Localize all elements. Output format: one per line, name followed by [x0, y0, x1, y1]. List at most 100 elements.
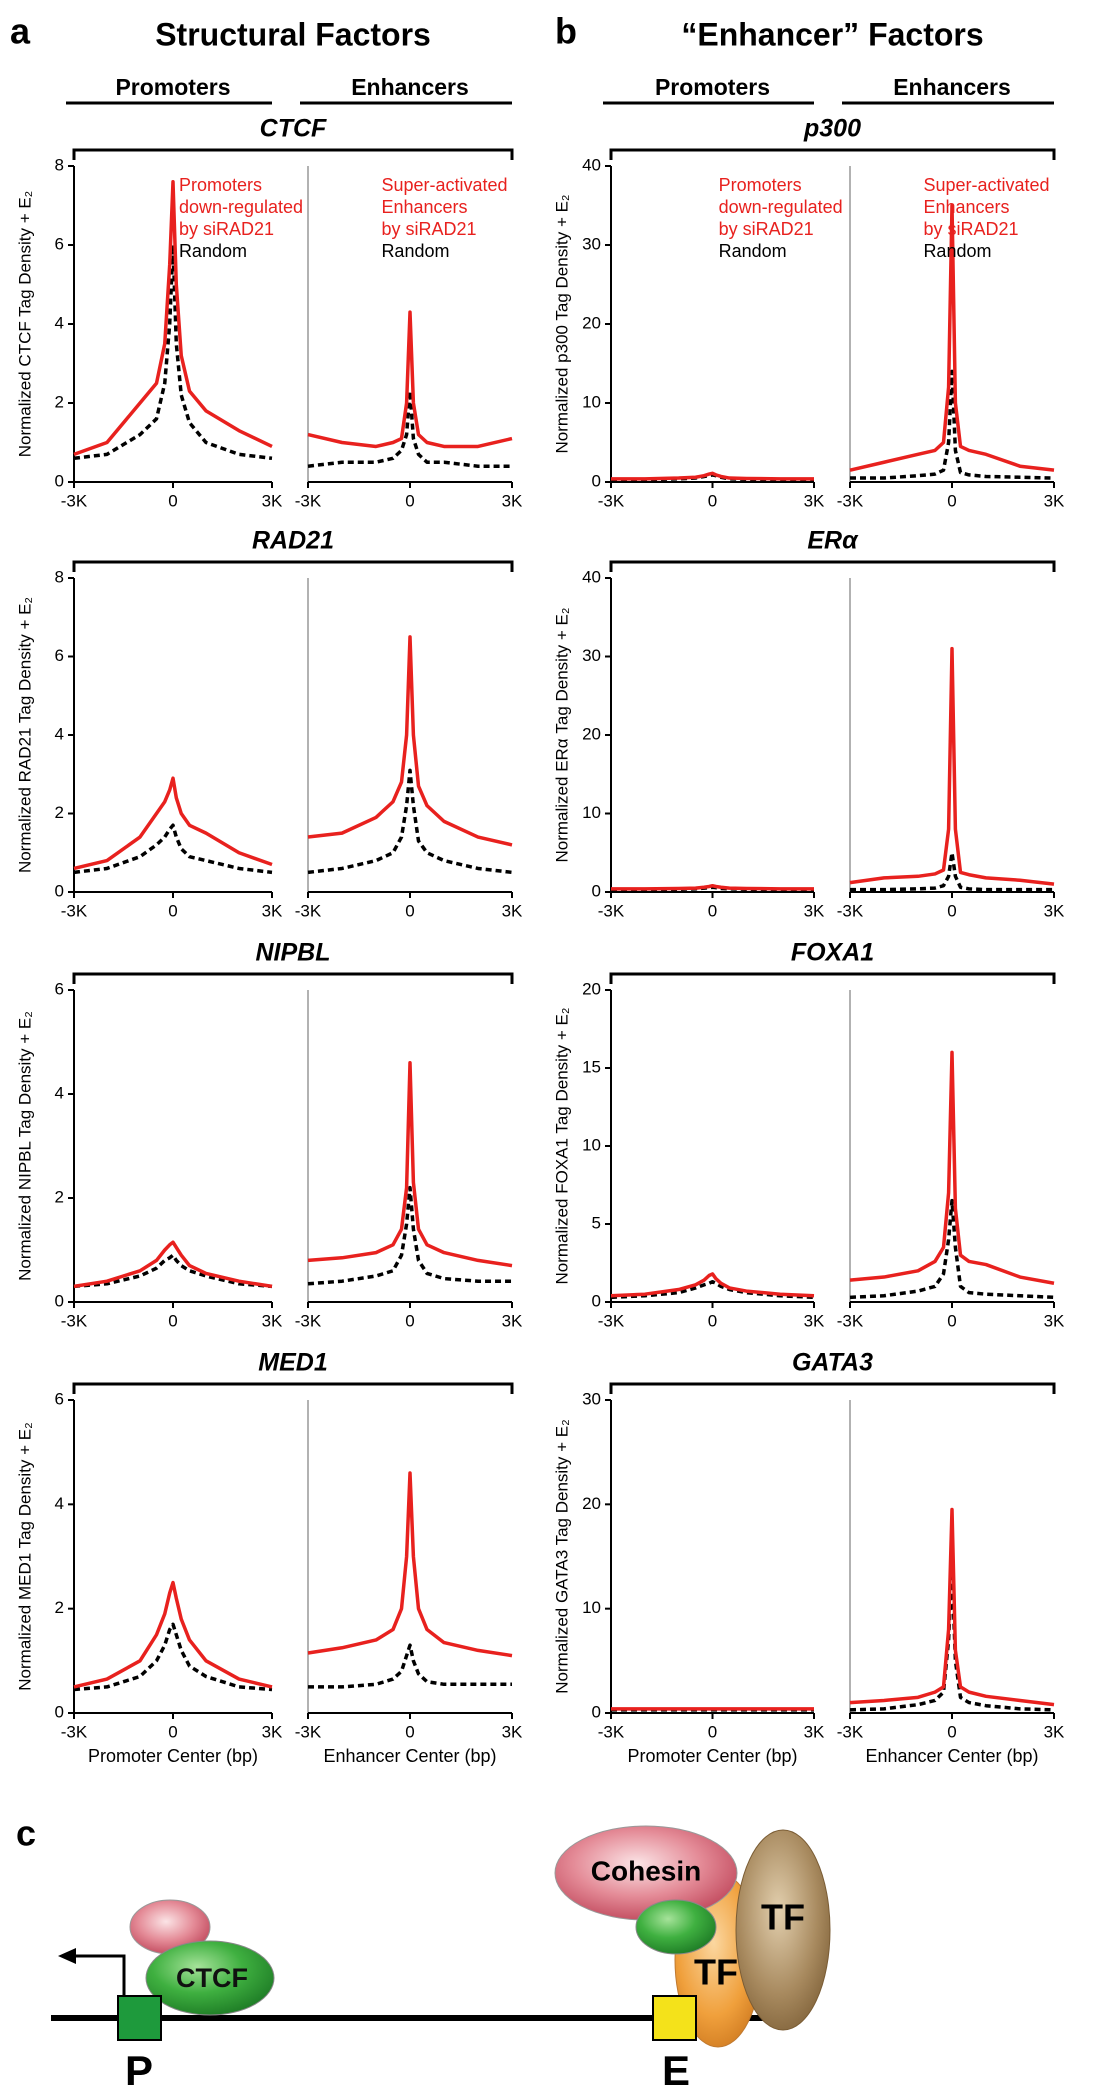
tf-back-label: TF — [761, 1897, 805, 1938]
factor-bracket — [609, 1382, 1056, 1394]
factor-bracket — [609, 560, 1056, 572]
legend-entry: Random — [923, 241, 992, 261]
series-line — [73, 776, 273, 871]
y-axis-label: Normalized p300 Tag Density + E₂ — [552, 194, 571, 453]
y-tick-label: 2 — [55, 1598, 64, 1617]
factor-title: CTCF — [260, 115, 327, 143]
series-line — [849, 203, 1055, 472]
x-tick-label: 3K — [502, 901, 523, 920]
x-tick-label: 3K — [804, 901, 825, 920]
enhancer-label: E — [662, 2047, 690, 2094]
panel-title: “Enhancer” Factors — [681, 16, 983, 52]
x-tick-label: 0 — [405, 1311, 414, 1330]
x-tick-label: 0 — [708, 491, 717, 510]
x-axis-label: Enhancer Center (bp) — [323, 1746, 496, 1766]
y-tick-label: 4 — [55, 1083, 64, 1102]
y-axis-label: Normalized GATA3 Tag Density + E₂ — [552, 1419, 571, 1693]
x-tick-label: 3K — [1044, 901, 1065, 920]
series-line — [73, 1622, 273, 1692]
schematic: c CTCF P TF TF Cohesin E — [16, 1813, 831, 2094]
y-tick-label: 10 — [582, 1598, 601, 1617]
series-line — [307, 1061, 513, 1268]
x-tick-label: 3K — [502, 491, 523, 510]
plot: -3K 0 3K Enhancer Center (bp) — [295, 1400, 523, 1766]
legend-entry: Super-activated Enhancers by siRAD21 — [923, 175, 1050, 239]
x-axis-label: Promoter Center (bp) — [88, 1746, 258, 1766]
y-tick-label: 30 — [582, 646, 601, 665]
y-axis-label: Normalized NIPBL Tag Density + E₂ — [15, 1011, 34, 1281]
x-tick-label: 0 — [708, 1722, 717, 1741]
x-tick-label: 3K — [502, 1311, 523, 1330]
y-tick-label: 8 — [55, 567, 64, 586]
series-line — [73, 823, 273, 875]
ctcf-label: CTCF — [176, 1963, 248, 1993]
column-header: Promoters — [655, 74, 770, 100]
x-tick-label: 3K — [502, 1722, 523, 1741]
y-tick-label: 4 — [55, 1494, 64, 1513]
y-tick-label: 2 — [55, 1187, 64, 1206]
y-tick-label: 0 — [592, 1291, 601, 1310]
y-tick-label: 20 — [582, 313, 601, 332]
legend-entry: Random — [178, 241, 247, 261]
x-tick-label: -3K — [295, 1722, 322, 1741]
y-tick-label: 5 — [592, 1213, 601, 1232]
x-tick-label: -3K — [295, 1311, 322, 1330]
series-line — [611, 883, 814, 891]
panel-letter: a — [10, 11, 31, 52]
x-tick-label: 3K — [262, 1311, 283, 1330]
ctcf-small — [635, 1899, 717, 1955]
y-tick-label: 0 — [592, 1702, 601, 1721]
legend-entry: Promoters down-regulated by siRAD21 — [178, 175, 304, 239]
promoter-label: P — [125, 2047, 153, 2094]
factor-title: FOXA1 — [791, 939, 874, 967]
x-tick-label: -3K — [295, 491, 322, 510]
y-tick-label: 20 — [582, 1494, 601, 1513]
x-tick-label: -3K — [837, 1722, 864, 1741]
factor-bracket — [72, 972, 514, 984]
x-tick-label: -3K — [61, 1722, 88, 1741]
factor-bracket — [609, 972, 1056, 984]
plot: -3K 0 3K Enhancer Center (bp) — [837, 1400, 1065, 1766]
series-line — [307, 389, 512, 468]
x-tick-label: 0 — [405, 1722, 414, 1741]
legend-entry: Random — [381, 241, 450, 261]
tf-front-label: TF — [694, 1952, 738, 1993]
y-tick-label: 6 — [55, 646, 64, 665]
series-line — [849, 1507, 1055, 1707]
x-tick-label: 0 — [168, 491, 177, 510]
y-tick-label: 0 — [592, 881, 601, 900]
column-header: Promoters — [115, 74, 230, 100]
x-tick-label: 3K — [262, 491, 283, 510]
x-tick-label: 3K — [262, 1722, 283, 1741]
plot: -3K 0 3K — [295, 166, 523, 510]
factor-bracket — [72, 148, 514, 160]
x-tick-label: -3K — [295, 901, 322, 920]
factor-bracket — [72, 1382, 514, 1394]
column-header: Enhancers — [351, 74, 469, 100]
ctcf-protein — [145, 1940, 275, 2016]
series-line — [611, 471, 814, 481]
tss-arrow — [66, 1954, 126, 1996]
series-line — [610, 1279, 815, 1300]
y-tick-label: 2 — [55, 803, 64, 822]
panel-title: Structural Factors — [155, 16, 431, 52]
x-tick-label: -3K — [598, 1311, 625, 1330]
x-tick-label: -3K — [837, 1311, 864, 1330]
x-tick-label: -3K — [837, 901, 864, 920]
y-tick-label: 0 — [55, 471, 64, 490]
legend-entry: Promoters down-regulated by siRAD21 — [718, 175, 843, 239]
x-axis-label: Enhancer Center (bp) — [865, 1746, 1038, 1766]
series-line — [73, 243, 273, 461]
x-tick-label: 0 — [405, 491, 414, 510]
x-tick-label: -3K — [598, 1722, 625, 1741]
x-tick-label: 0 — [947, 1311, 956, 1330]
series-line — [307, 768, 513, 875]
y-tick-label: 20 — [582, 724, 601, 743]
x-tick-label: -3K — [598, 901, 625, 920]
factor-bracket — [609, 148, 1056, 160]
series-line — [849, 646, 1055, 886]
